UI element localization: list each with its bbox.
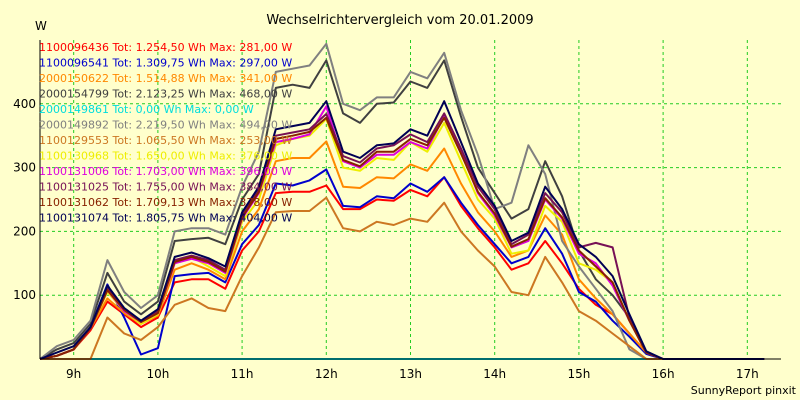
y-tick-label: 200 <box>13 224 36 238</box>
y-tick-label: 100 <box>13 288 36 302</box>
x-tick-label: 17h <box>736 367 759 381</box>
legend-entry: 2000154799 Tot: 2.123,25 Wh Max: 468,00 … <box>39 88 292 101</box>
legend-entry: 2000149892 Tot: 2.219,50 Wh Max: 494,00 … <box>39 119 292 132</box>
y-tick-label: 400 <box>13 97 36 111</box>
series-line-7 <box>40 196 765 360</box>
x-tick-label: 14h <box>483 367 506 381</box>
footer-credit: SunnyReport pinxit <box>691 384 797 397</box>
legend-entry: 1100131025 Tot: 1.755,00 Wh Max: 384,00 … <box>39 181 292 194</box>
legend-entry: 1100096436 Tot: 1.254,50 Wh Max: 281,00 … <box>39 41 292 54</box>
y-tick-label: 300 <box>13 161 36 175</box>
legend-entry: 2000150622 Tot: 1.514,88 Wh Max: 341,00 … <box>39 72 292 85</box>
legend-entry: 1100131006 Tot: 1.703,00 Wh Max: 396,00 … <box>39 165 292 178</box>
legend-entry: 1100096541 Tot: 1.309,75 Wh Max: 297,00 … <box>39 57 292 70</box>
axes <box>39 40 781 360</box>
chart-title: Wechselrichtervergleich vom 20.01.2009 <box>266 13 533 28</box>
x-tick-label: 12h <box>315 367 338 381</box>
x-tick-label: 10h <box>146 367 169 381</box>
legend-entry: 2000149861 Tot: 0,00 Wh Max: 0,00 W <box>39 103 254 116</box>
x-tick-label: 13h <box>399 367 422 381</box>
series-line-12 <box>39 100 765 360</box>
x-tick-label: 16h <box>652 367 675 381</box>
x-tick-label: 15h <box>567 367 590 381</box>
legend-entry: 1100131062 Tot: 1.709,13 Wh Max: 378,00 … <box>39 196 292 209</box>
legend: 1100096436 Tot: 1.254,50 Wh Max: 281,00 … <box>39 41 292 225</box>
legend-entry: 1100131074 Tot: 1.805,75 Wh Max: 404,00 … <box>39 212 292 225</box>
series-line-2 <box>39 168 765 360</box>
x-tick-label: 11h <box>231 367 254 381</box>
y-axis-label: W <box>35 19 47 33</box>
legend-entry: 1100129553 Tot: 1.065,50 Wh Max: 253,00 … <box>39 134 292 147</box>
x-tick-label: 9h <box>66 367 81 381</box>
grid <box>40 40 781 359</box>
x-tick-labels: 9h 10h 11h 12h 13h 14h 15h 16h 17h <box>66 367 759 381</box>
legend-entry: 1100130968 Tot: 1.650,00 Wh Max: 376,00 … <box>39 150 292 163</box>
y-tick-labels: 100 200 300 400 <box>13 97 36 302</box>
